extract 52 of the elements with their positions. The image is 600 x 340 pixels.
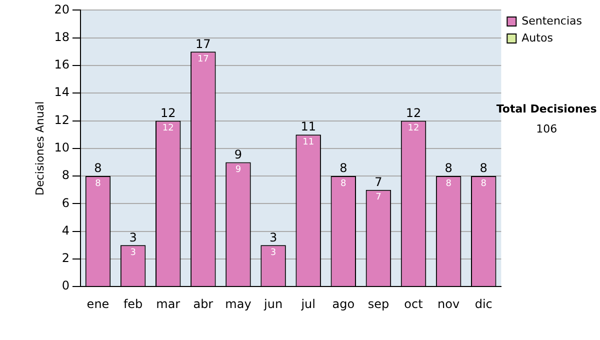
x-tick-label: feb xyxy=(123,296,143,311)
y-tick-label: 6 xyxy=(62,196,70,210)
x-tick-label: ago xyxy=(332,296,355,311)
y-tick-label: 4 xyxy=(62,223,70,238)
y-tick-label: 16 xyxy=(54,58,70,72)
y-tick-label: 18 xyxy=(54,30,70,44)
data-label: 8 xyxy=(95,178,102,189)
data-label: 7 xyxy=(376,192,382,203)
x-tick-label: nov xyxy=(438,296,460,311)
total-label: 3 xyxy=(129,230,137,244)
y-axis-title: Decisiones Anual xyxy=(33,101,46,196)
annotation: Total Decisiones xyxy=(496,102,598,116)
x-tick-label: sep xyxy=(368,296,390,311)
legend-label: Sentencias xyxy=(522,14,582,28)
total-label: 11 xyxy=(300,120,316,134)
total-label: 12 xyxy=(160,106,176,120)
y-tick-label: 0 xyxy=(62,278,70,293)
x-tick-label: jun xyxy=(263,296,283,311)
total-label: 17 xyxy=(196,36,211,51)
data-label: 8 xyxy=(480,178,487,189)
text: 106 xyxy=(536,122,558,136)
x-tick-label: oct xyxy=(404,296,424,311)
total-label: 8 xyxy=(94,161,102,176)
data-label: 11 xyxy=(302,137,314,148)
total-label: 7 xyxy=(374,174,382,189)
total-label: 9 xyxy=(234,147,242,162)
data-label: 12 xyxy=(408,124,420,134)
x-tick-label: abr xyxy=(193,296,214,311)
data-label: 17 xyxy=(197,54,209,65)
legend-label: Autos xyxy=(522,31,554,44)
data-label: 3 xyxy=(130,248,136,258)
y-tick-label: 2 xyxy=(62,251,70,266)
x-tick-label: may xyxy=(225,296,252,311)
x-tick-label: dic xyxy=(474,296,492,311)
total-label: 3 xyxy=(269,230,278,244)
total-label: 12 xyxy=(406,106,422,120)
data-label: 8 xyxy=(340,178,347,189)
data-label: 8 xyxy=(446,178,452,189)
x-tick-label: jul xyxy=(300,296,316,311)
total-label: 8 xyxy=(340,161,348,176)
data-label: 3 xyxy=(270,248,276,258)
y-tick-label: 10 xyxy=(54,140,70,155)
total-label: 8 xyxy=(444,161,452,176)
y-tick-label: 20 xyxy=(54,2,70,16)
y-tick-label: 12 xyxy=(54,112,70,127)
y-tick-label: 8 xyxy=(62,168,70,182)
data-label: 9 xyxy=(235,165,242,176)
total-label: 8 xyxy=(480,161,488,176)
x-tick-label: ene xyxy=(86,296,110,311)
data-label: 12 xyxy=(162,124,174,134)
y-tick-label: 14 xyxy=(54,85,70,100)
x-tick-label: mar xyxy=(156,296,180,311)
